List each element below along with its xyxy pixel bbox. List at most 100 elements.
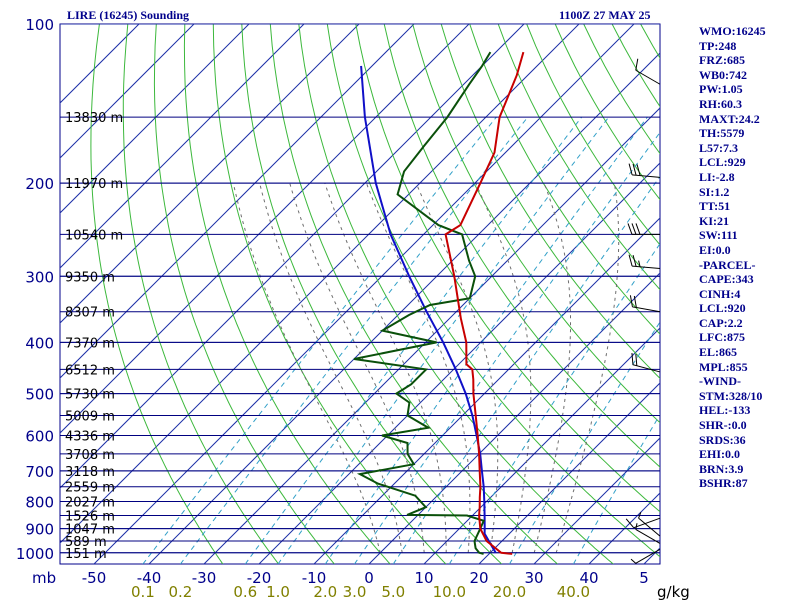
- wind-barb-flag: [631, 353, 634, 365]
- dry-adiabat-line: [383, 24, 660, 468]
- height-label: 589 m: [65, 535, 107, 550]
- sounding-index-item: TP:248: [699, 38, 737, 53]
- sounding-index-item: PW:1.05: [699, 82, 743, 97]
- height-label: 151 m: [65, 547, 107, 562]
- height-label: 11970 m: [65, 177, 123, 192]
- sounding-index-item: CAP:2.2: [699, 315, 743, 330]
- temperature-tick-label: 5: [639, 569, 649, 587]
- dry-adiabat-line: [526, 24, 660, 246]
- sounding-index-item: WB0:742: [699, 67, 747, 82]
- pressure-tick-label: 1000: [16, 545, 54, 563]
- sounding-indices: WMO:16245 TP:248 FRZ:685 WB0:742 PW:1.05 RH:6…: [699, 24, 766, 491]
- mixing-ratio-tick-label: 0.6: [233, 583, 257, 600]
- height-label: 3118 m: [65, 465, 115, 480]
- height-label: 5009 m: [65, 410, 115, 425]
- sounding-index-item: WMO:16245: [699, 24, 766, 38]
- wind-barb-flag: [631, 223, 637, 235]
- isotherm-line: [60, 24, 415, 379]
- sounding-index-item: -WIND-: [699, 374, 741, 389]
- temperature-tick-label: -50: [82, 569, 107, 587]
- mixing-ratio-tick-label: 40.0: [557, 583, 590, 600]
- wind-barb-staff: [635, 548, 661, 564]
- wind-barb-flag: [625, 518, 635, 529]
- isotherm-line: [203, 107, 660, 564]
- wind-barb-staff: [635, 69, 661, 85]
- height-label: 2027 m: [65, 496, 115, 511]
- height-label: 5730 m: [65, 388, 115, 403]
- temperature-tick-label: 30: [524, 569, 543, 587]
- wind-barb-half-flag: [630, 558, 637, 564]
- sounding-index-item: LCL:929: [699, 155, 746, 170]
- wind-barb-staff: [632, 306, 661, 313]
- temperature-tick-label: -40: [137, 569, 162, 587]
- wind-barb-flag: [632, 254, 637, 267]
- sounding-index-item: HEL:-133: [699, 403, 751, 418]
- wind-barb-flag: [629, 295, 633, 307]
- height-label: 7370 m: [65, 336, 115, 351]
- sounding-index-item: SW:111: [699, 228, 738, 243]
- temperature-tick-label: 20: [469, 569, 488, 587]
- sounding-index-item: LCL:920: [699, 301, 746, 316]
- wind-barb-staff: [638, 517, 661, 537]
- mixing-ratio-tick-label: 10.0: [433, 583, 466, 600]
- sounding-index-item: BRN:3.9: [699, 461, 744, 476]
- dewpoint-line: [353, 51, 492, 555]
- isotherm-line: [258, 162, 660, 564]
- sounding-index-item: LFC:875: [699, 330, 745, 345]
- pressure-tick-label: 500: [25, 386, 54, 404]
- dry-adiabat-line: [183, 24, 391, 564]
- parcel-trace-line: [360, 65, 497, 554]
- isotherm-line: [368, 272, 660, 564]
- height-label: 8307 m: [65, 306, 115, 321]
- sounding-index-item: CAPE:343: [699, 272, 754, 287]
- wind-barb-flag: [628, 254, 633, 267]
- wind-barb-staff: [632, 174, 661, 178]
- pressure-tick-label: 600: [25, 427, 54, 445]
- isotherm-line: [423, 327, 660, 564]
- isotherm-line: [478, 382, 660, 564]
- sounding-index-item: STM:328/10: [699, 388, 763, 403]
- wind-barb-flag: [632, 163, 637, 176]
- sounding-index-item: FRZ:685: [699, 53, 745, 68]
- moist-adiabat-line: [475, 182, 532, 553]
- height-label: 1526 m: [65, 509, 115, 524]
- mixing-ratio-tick-label: 3.0: [343, 583, 367, 600]
- wind-barb-flag: [635, 354, 638, 366]
- sounding-index-item: KI:21: [699, 213, 729, 228]
- height-label: 2559 m: [65, 481, 115, 496]
- wind-barb-staff: [632, 265, 661, 270]
- isotherm-line: [60, 24, 250, 214]
- wind-barb-flag: [627, 223, 633, 235]
- dry-adiabat-line: [469, 24, 660, 335]
- temperature-tick-label: -10: [302, 569, 327, 587]
- sounding-index-item: EHI:0.0: [699, 447, 741, 462]
- sounding-index-item: TT:51: [699, 199, 731, 214]
- temperature-tick-label: -20: [247, 569, 272, 587]
- temperature-tick-label: 40: [579, 569, 598, 587]
- sounding-index-item: -PARCEL-: [699, 257, 756, 272]
- isotherm-line: [60, 24, 360, 324]
- pressure-tick-label: 900: [25, 521, 54, 539]
- height-label: 9350 m: [65, 270, 115, 285]
- sounding-index-item: CINH:4: [699, 286, 741, 301]
- moist-adiabat-line: [259, 183, 403, 553]
- isotherm-line: [60, 24, 195, 159]
- dry-adiabat-line: [412, 24, 660, 424]
- wind-barb-staff: [632, 364, 661, 373]
- dry-adiabat-line: [212, 24, 447, 564]
- mixing-ratio-tick-label: 0.2: [168, 583, 192, 600]
- pressure-tick-label: 700: [25, 463, 54, 481]
- sounding-index-item: SRDS:36: [699, 432, 746, 447]
- dry-adiabat-line: [241, 24, 502, 564]
- sounding-index-item: BSHR:87: [699, 476, 748, 491]
- mixing-ratio-tick-label: 0.1: [131, 583, 155, 600]
- sounding-index-item: MPL:855: [699, 359, 748, 374]
- dry-adiabat-line: [355, 24, 660, 513]
- wind-barb-flag: [633, 295, 637, 308]
- wind-barb-flag: [636, 164, 641, 176]
- height-label: 13830 m: [65, 111, 123, 126]
- height-label: 1047 m: [65, 523, 115, 538]
- pressure-tick-label: 400: [25, 334, 54, 352]
- axis-label-mb: mb: [32, 569, 56, 587]
- wind-barb-staff: [633, 517, 661, 529]
